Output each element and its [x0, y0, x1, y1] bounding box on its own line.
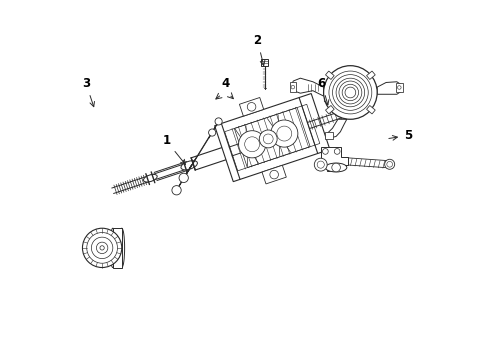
Circle shape [270, 170, 278, 179]
Polygon shape [367, 105, 375, 114]
Circle shape [209, 129, 216, 136]
Ellipse shape [110, 228, 116, 267]
Text: 6: 6 [318, 77, 329, 105]
Polygon shape [321, 147, 348, 171]
Circle shape [323, 66, 377, 119]
Circle shape [259, 130, 277, 148]
Polygon shape [367, 71, 375, 80]
Circle shape [179, 173, 188, 183]
Circle shape [239, 131, 266, 158]
Polygon shape [209, 118, 221, 138]
Polygon shape [325, 105, 334, 114]
Circle shape [172, 186, 181, 195]
Circle shape [387, 161, 392, 167]
Polygon shape [113, 228, 122, 267]
Ellipse shape [144, 174, 157, 182]
Circle shape [385, 159, 394, 169]
Circle shape [97, 242, 108, 253]
Ellipse shape [119, 228, 124, 267]
Circle shape [100, 246, 104, 250]
Polygon shape [215, 94, 330, 182]
Bar [396, 83, 403, 92]
Ellipse shape [325, 163, 347, 172]
Text: 4: 4 [221, 77, 229, 90]
Polygon shape [240, 98, 264, 116]
Text: 2: 2 [253, 34, 265, 66]
Bar [262, 59, 268, 66]
Circle shape [291, 85, 294, 89]
Bar [325, 132, 333, 139]
Circle shape [334, 149, 340, 154]
Polygon shape [327, 119, 347, 138]
Text: 5: 5 [389, 129, 412, 142]
Ellipse shape [181, 161, 197, 170]
Bar [290, 82, 296, 92]
Circle shape [397, 86, 401, 89]
Circle shape [317, 161, 324, 168]
Circle shape [277, 126, 292, 141]
Circle shape [270, 120, 298, 147]
Circle shape [87, 233, 118, 263]
Circle shape [92, 237, 113, 258]
Circle shape [247, 103, 256, 111]
Polygon shape [325, 71, 334, 80]
Circle shape [245, 137, 260, 152]
Circle shape [215, 118, 222, 125]
Circle shape [82, 228, 122, 267]
Text: 3: 3 [82, 77, 95, 107]
Polygon shape [292, 78, 323, 96]
Circle shape [314, 158, 327, 171]
Polygon shape [262, 165, 286, 184]
Circle shape [332, 163, 341, 172]
Polygon shape [175, 165, 192, 193]
Circle shape [263, 134, 273, 144]
Polygon shape [377, 82, 402, 94]
Text: 1: 1 [162, 134, 185, 165]
Circle shape [322, 149, 328, 154]
